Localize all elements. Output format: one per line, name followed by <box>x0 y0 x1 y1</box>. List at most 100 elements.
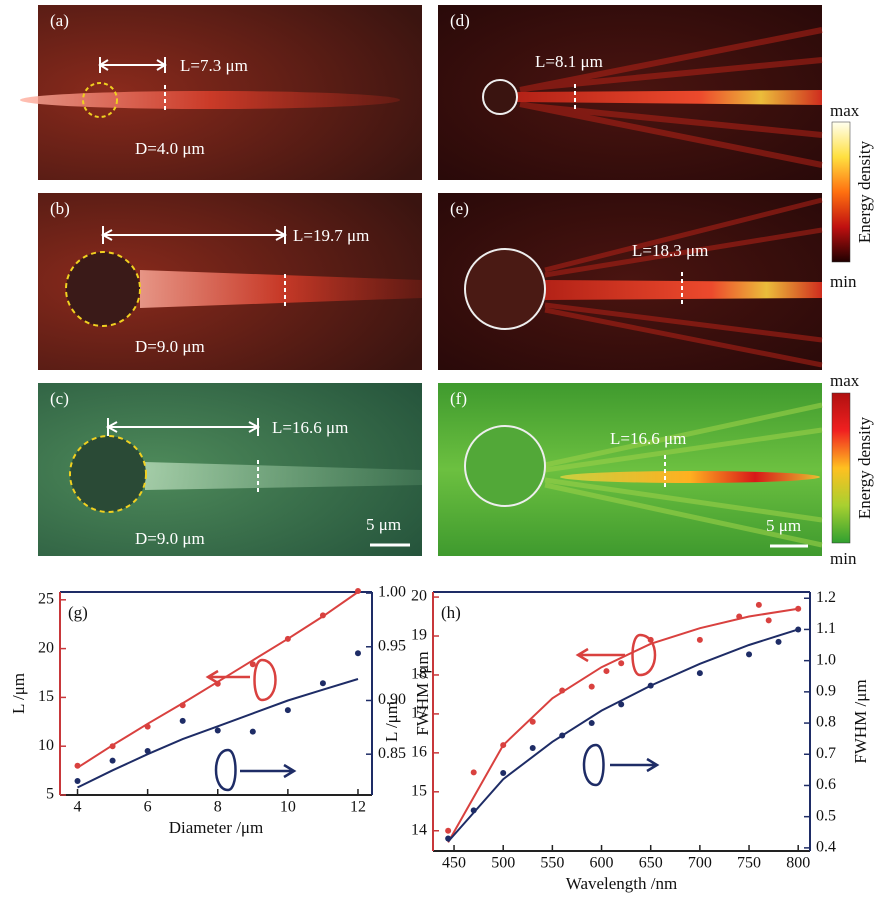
figure: (a) L=7.3 μm D=4.0 μm (b) L=19.7 μm D=9.… <box>0 0 881 900</box>
y-tick-label: 25 <box>38 590 54 607</box>
y-tick-label: 20 <box>38 639 54 656</box>
panel-f: (f) L=16.6 μm 5 μm <box>438 383 822 556</box>
data-point <box>618 660 624 666</box>
data-point <box>250 729 256 735</box>
panel-label: (b) <box>50 199 70 218</box>
data-point <box>746 651 752 657</box>
length-label: L=7.3 μm <box>180 56 248 75</box>
x-tick-label: 10 <box>280 799 296 816</box>
diameter-label: D=9.0 μm <box>135 529 205 548</box>
colorbar-max: max <box>830 371 860 390</box>
data-point <box>320 680 326 686</box>
length-label: L=8.1 μm <box>535 52 603 71</box>
scale-label: 5 μm <box>766 516 801 535</box>
data-point <box>110 758 116 764</box>
colorbar-min: min <box>830 549 857 568</box>
colorbar-min: min <box>830 272 857 291</box>
y-tick-label: 16 <box>411 744 427 761</box>
x-tick-label: 550 <box>540 855 564 872</box>
panel-d: (d) L=8.1 μm <box>438 5 822 180</box>
length-label: L=16.6 μm <box>610 429 686 448</box>
y-tick-label: 18 <box>411 666 427 683</box>
y-tick-label: 10 <box>38 737 54 754</box>
panel-label: (f) <box>450 389 467 408</box>
colorbar-label: Energy density <box>855 416 874 519</box>
panel-label: (c) <box>50 389 69 408</box>
data-point <box>445 828 451 834</box>
x-tick-label: 500 <box>491 855 515 872</box>
x-tick-label: 8 <box>214 799 222 816</box>
y2-tick-label: 1.0 <box>816 651 836 668</box>
y-axis-label: L /μm <box>9 673 28 714</box>
y2-axis-label: FWHM /μm <box>851 679 870 763</box>
fit-line <box>78 592 359 768</box>
y2-tick-label: 1.2 <box>816 589 836 606</box>
y2-tick-label: 0.5 <box>816 807 836 824</box>
y2-axis-label: FWHM /μm <box>413 651 432 735</box>
panel-c: (c) L=16.6 μm D=9.0 μm 5 μm <box>38 383 422 556</box>
data-point <box>215 728 221 734</box>
data-point <box>471 769 477 775</box>
y2-tick-label: 0.7 <box>816 745 836 762</box>
y-tick-label: 20 <box>411 588 427 605</box>
x-tick-label: 600 <box>590 855 614 872</box>
data-point <box>648 637 654 643</box>
y-tick-label: 17 <box>411 705 427 722</box>
colorbar: max min Energy density <box>830 371 874 568</box>
y-tick-label: 19 <box>411 627 427 644</box>
panel-label: (a) <box>50 11 69 30</box>
data-point <box>697 637 703 643</box>
data-point <box>355 650 361 656</box>
colorbar-label: Energy density <box>855 140 874 243</box>
y-tick-label: 14 <box>411 821 427 838</box>
length-label: L=16.6 μm <box>272 418 348 437</box>
data-point <box>766 617 772 623</box>
y2-tick-label: 1.1 <box>816 620 836 637</box>
y2-tick-label: 0.85 <box>378 745 406 762</box>
x-tick-label: 650 <box>639 855 663 872</box>
panel-a: (a) L=7.3 μm D=4.0 μm <box>20 5 422 180</box>
y2-tick-label: 0.4 <box>816 839 836 856</box>
panel-e: (e) L=18.3 μm <box>438 193 822 370</box>
data-point <box>75 778 81 784</box>
x-axis-label: Wavelength /nm <box>566 874 677 893</box>
data-point <box>530 745 536 751</box>
data-point <box>285 707 291 713</box>
data-point <box>756 602 762 608</box>
y-axis-label: L /μm <box>382 701 401 742</box>
x-tick-label: 800 <box>786 855 810 872</box>
x-tick-label: 700 <box>688 855 712 872</box>
y2-tick-label: 0.6 <box>816 776 836 793</box>
x-tick-label: 4 <box>74 799 82 816</box>
data-point <box>776 639 782 645</box>
diameter-label: D=9.0 μm <box>135 337 205 356</box>
colorbar: max min Energy density <box>830 101 874 291</box>
data-point <box>589 720 595 726</box>
diameter-label: D=4.0 μm <box>135 139 205 158</box>
x-tick-label: 12 <box>350 799 366 816</box>
chart-label: (g) <box>68 603 88 622</box>
y-tick-label: 15 <box>411 782 427 799</box>
y2-tick-label: 0.8 <box>816 714 836 731</box>
length-label: L=18.3 μm <box>632 241 708 260</box>
data-point <box>180 718 186 724</box>
x-tick-label: 750 <box>737 855 761 872</box>
y-tick-label: 15 <box>38 688 54 705</box>
y2-tick-label: 0.9 <box>816 683 836 700</box>
y-tick-label: 5 <box>46 786 54 803</box>
y2-tick-label: 0.95 <box>378 637 406 654</box>
colorbar-max: max <box>830 101 860 120</box>
y2-tick-label: 1.00 <box>378 584 406 601</box>
data-point <box>589 684 595 690</box>
data-point <box>697 670 703 676</box>
x-tick-label: 450 <box>442 855 466 872</box>
chart-label: (h) <box>441 603 461 622</box>
panel-label: (e) <box>450 199 469 218</box>
length-label: L=19.7 μm <box>293 226 369 245</box>
data-point <box>603 668 609 674</box>
x-axis-label: Diameter /μm <box>169 818 264 837</box>
scale-label: 5 μm <box>366 515 401 534</box>
fit-line <box>448 609 798 843</box>
x-tick-label: 6 <box>144 799 152 816</box>
panel-b: (b) L=19.7 μm D=9.0 μm <box>38 193 422 370</box>
